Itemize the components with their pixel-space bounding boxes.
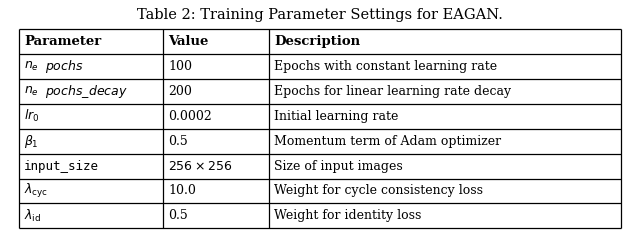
Text: Parameter: Parameter: [24, 35, 102, 48]
Text: $\lambda_{\rm id}$: $\lambda_{\rm id}$: [24, 208, 42, 224]
Text: $\beta_1$: $\beta_1$: [24, 133, 39, 149]
Text: Momentum term of Adam optimizer: Momentum term of Adam optimizer: [274, 134, 501, 148]
Text: Epochs with constant learning rate: Epochs with constant learning rate: [274, 60, 497, 73]
Text: Weight for identity loss: Weight for identity loss: [274, 209, 421, 223]
Text: Epochs for linear learning rate decay: Epochs for linear learning rate decay: [274, 84, 511, 98]
Text: $pochs\_decay$: $pochs\_decay$: [45, 83, 128, 99]
Text: $\lambda_{\rm cyc}$: $\lambda_{\rm cyc}$: [24, 182, 49, 200]
Text: Size of input images: Size of input images: [274, 159, 403, 173]
Text: $lr_0$: $lr_0$: [24, 108, 40, 124]
Text: 0.5: 0.5: [168, 209, 188, 223]
Text: $n_e$: $n_e$: [24, 60, 39, 73]
Text: $n_e$: $n_e$: [24, 84, 39, 98]
Text: input_size: input_size: [24, 159, 99, 173]
Text: 10.0: 10.0: [168, 184, 196, 198]
Text: Description: Description: [274, 35, 360, 48]
Text: 200: 200: [168, 84, 192, 98]
Text: $256 \times 256$: $256 \times 256$: [168, 159, 232, 173]
Text: 0.0002: 0.0002: [168, 109, 212, 123]
Text: $pochs$: $pochs$: [45, 58, 84, 74]
Text: Table 2: Training Parameter Settings for EAGAN.: Table 2: Training Parameter Settings for…: [137, 8, 503, 22]
Text: 0.5: 0.5: [168, 134, 188, 148]
Text: 100: 100: [168, 60, 192, 73]
Text: Initial learning rate: Initial learning rate: [274, 109, 398, 123]
Text: Weight for cycle consistency loss: Weight for cycle consistency loss: [274, 184, 483, 198]
Text: Value: Value: [168, 35, 209, 48]
